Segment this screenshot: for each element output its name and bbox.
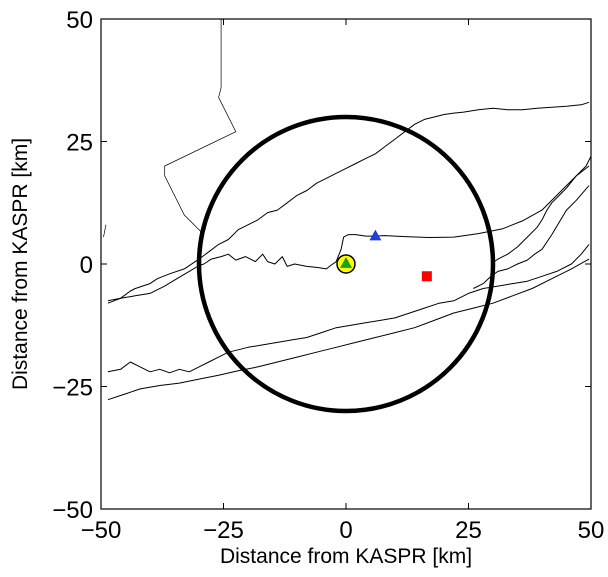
range-ring — [196, 114, 496, 414]
marker-triangle-1 — [340, 257, 352, 268]
y-axis-title: Distance from KASPR [km] — [9, 138, 32, 390]
y-tick-label-3: 25 — [66, 130, 93, 157]
marker-square-3 — [421, 271, 432, 282]
coastline-2 — [107, 101, 590, 304]
x-tick-label-1: −25 — [203, 517, 244, 544]
y-tick-label-2: 0 — [80, 252, 93, 279]
x-tick-label-3: 25 — [455, 517, 482, 544]
axis-ticks: −50 −25 0 25 50 −50 −25 0 25 50 — [52, 7, 604, 544]
x-tick-label-2: 0 — [339, 517, 352, 544]
x-axis-title: Distance from KASPR [km] — [220, 545, 472, 568]
y-tick-label-1: −25 — [52, 375, 93, 402]
map-data-layer — [103, 19, 591, 414]
y-tick-label-4: 50 — [66, 7, 93, 34]
x-tick-label-4: 50 — [578, 517, 605, 544]
coastline-1 — [335, 155, 591, 262]
border-line-0 — [164, 19, 237, 235]
marker-triangle-2 — [369, 229, 382, 241]
coastline-3 — [107, 258, 590, 401]
y-tick-label-0: −50 — [52, 497, 93, 524]
border-line-1 — [103, 224, 107, 238]
coastline-4 — [107, 244, 590, 374]
coastline-5 — [492, 165, 590, 263]
coastline-0 — [107, 253, 337, 302]
x-tick-label-0: −50 — [81, 517, 122, 544]
